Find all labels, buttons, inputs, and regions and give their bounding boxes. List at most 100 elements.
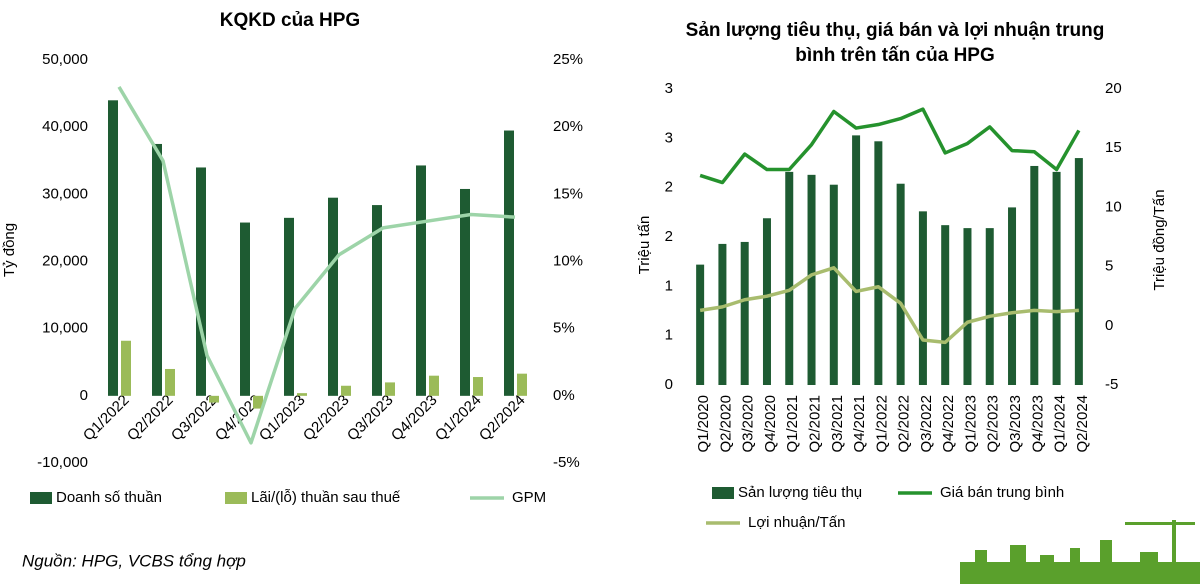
- legend-label: Doanh số thuần: [56, 489, 162, 506]
- x-tick-label: Q2/2020: [717, 395, 734, 453]
- bar: [253, 395, 263, 409]
- y-tick-label: 3: [665, 80, 673, 97]
- y-tick-label: 2: [665, 179, 673, 196]
- bar: [152, 143, 162, 396]
- y2-tick-label: 15%: [553, 185, 583, 202]
- y2-tick-label: 25%: [553, 51, 583, 68]
- y2-tick-label: 10: [1105, 198, 1122, 215]
- x-tick-label: Q2/2022: [124, 392, 177, 445]
- x-tick-label: Q3/2023: [344, 392, 397, 445]
- x-tick-label: Q2/2024: [476, 392, 529, 445]
- x-tick-label: Q4/2023: [1029, 395, 1046, 453]
- bar: [1074, 158, 1083, 385]
- x-tick-label: Q1/2024: [432, 392, 485, 445]
- bar: [460, 188, 470, 396]
- bar: [504, 130, 514, 396]
- x-tick-label: Q3/2020: [740, 395, 757, 453]
- bar: [165, 368, 175, 396]
- bar: [328, 197, 338, 396]
- bar: [829, 184, 838, 385]
- bar: [852, 135, 861, 385]
- bar: [740, 241, 749, 385]
- x-tick-label: Q3/2021: [829, 395, 846, 453]
- y2-tick-label: 0: [1105, 317, 1113, 334]
- bar: [1030, 165, 1039, 385]
- legend-label: Giá bán trung bình: [940, 484, 1064, 501]
- x-tick-label: Q4/2021: [851, 395, 868, 453]
- legend-swatch: [225, 492, 247, 504]
- x-tick-label: Q2/2023: [300, 392, 353, 445]
- x-tick-label: Q3/2022: [918, 395, 935, 453]
- bar: [121, 340, 131, 396]
- line: [699, 107, 1081, 185]
- y-tick-label: 3: [665, 129, 673, 146]
- y2-tick-label: 20: [1105, 80, 1122, 97]
- y-axis-title: Triệu tấn: [636, 216, 653, 275]
- chart-title: Sản lượng tiêu thụ, giá bán và lợi nhuận…: [685, 20, 1105, 66]
- bar: [429, 375, 439, 396]
- y2-tick-label: -5: [1105, 376, 1118, 393]
- bar: [985, 228, 994, 385]
- bar: [963, 228, 972, 385]
- y2-tick-label: 15: [1105, 139, 1122, 156]
- bar: [1052, 171, 1061, 385]
- x-tick-label: Q2/2023: [985, 395, 1002, 453]
- bar: [718, 243, 727, 385]
- legend-swatch: [712, 487, 734, 499]
- bar: [297, 393, 307, 396]
- bar: [240, 222, 250, 396]
- y2-tick-label: -5%: [553, 454, 580, 471]
- x-tick-label: Q4/2020: [762, 395, 779, 453]
- y-tick-label: 20,000: [42, 252, 88, 269]
- y-tick-label: 1: [665, 327, 673, 344]
- y2-tick-label: 0%: [553, 387, 575, 404]
- y-tick-label: 1: [665, 277, 673, 294]
- x-tick-label: Q1/2024: [1052, 395, 1069, 453]
- y-tick-label: -10,000: [37, 454, 88, 471]
- y2-tick-label: 10%: [553, 252, 583, 269]
- legend-label: Lợi nhuận/Tấn: [748, 514, 845, 531]
- x-tick-label: Q2/2024: [1074, 395, 1091, 453]
- y-tick-label: 50,000: [42, 51, 88, 68]
- y2-axis-title: Triệu đồng/Tấn: [1151, 189, 1168, 290]
- x-tick-label: Q2/2021: [806, 395, 823, 453]
- source: Nguồn: HPG, VCBS tổng hợp: [22, 551, 246, 570]
- legend-label: Sản lượng tiêu thụ: [738, 484, 862, 501]
- y2-tick-label: 5: [1105, 258, 1113, 275]
- bar: [284, 217, 294, 396]
- x-tick-label: Q4/2023: [388, 392, 441, 445]
- line: [699, 266, 1079, 345]
- y-tick-label: 0: [80, 387, 88, 404]
- bar: [341, 385, 351, 396]
- x-tick-label: Q1/2021: [784, 395, 801, 453]
- bar: [874, 141, 883, 385]
- bar: [385, 382, 395, 396]
- bar: [196, 167, 206, 396]
- legend-swatch: [30, 492, 52, 504]
- bar: [896, 183, 905, 385]
- x-tick-label: Q4/2022: [940, 395, 957, 453]
- bar: [941, 225, 950, 385]
- x-tick-label: Q1/2020: [695, 395, 712, 453]
- y-tick-label: 40,000: [42, 118, 88, 135]
- bar: [372, 205, 382, 396]
- x-tick-label: Q2/2022: [896, 395, 913, 453]
- legend-label: Lãi/(lỗ) thuần sau thuế: [251, 489, 401, 506]
- y-axis-title: Tỷ đồng: [1, 223, 18, 277]
- y-tick-label: 10,000: [42, 320, 88, 337]
- line: [117, 85, 516, 445]
- y-tick-label: 2: [665, 228, 673, 245]
- chart-title: KQKD của HPG: [219, 10, 361, 31]
- x-tick-label: Q1/2023: [962, 395, 979, 453]
- legend-label: GPM: [512, 489, 546, 506]
- x-tick-label: Q1/2022: [873, 395, 890, 453]
- y2-tick-label: 20%: [553, 118, 583, 135]
- y2-tick-label: 5%: [553, 320, 575, 337]
- bar: [807, 174, 816, 385]
- y-tick-label: 30,000: [42, 185, 88, 202]
- bar: [696, 264, 705, 385]
- decoration: [960, 520, 1200, 584]
- bar: [473, 377, 483, 396]
- bar: [416, 165, 426, 396]
